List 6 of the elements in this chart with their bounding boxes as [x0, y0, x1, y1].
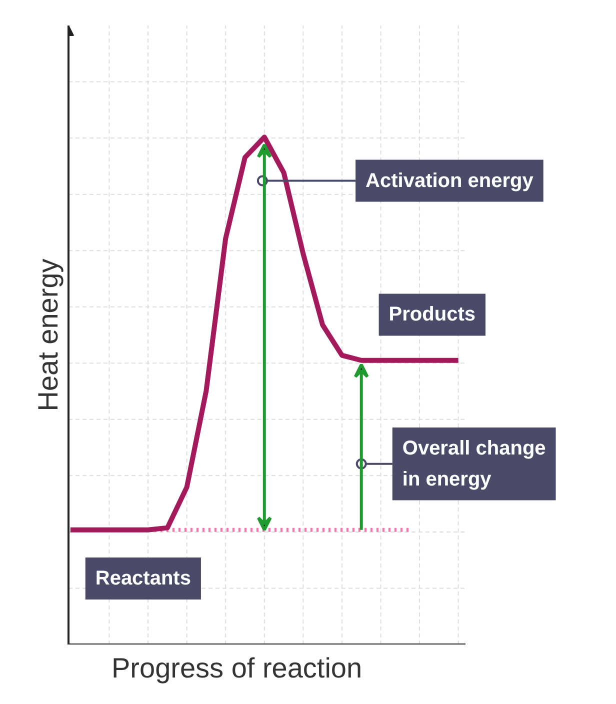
- annotation: Products: [388, 304, 476, 326]
- annotation: Activation energy: [366, 170, 534, 192]
- y-axis-title: Heat energy: [32, 258, 64, 412]
- x-axis-title: Progress of reaction: [112, 652, 362, 684]
- annotation: Overall change in energy: [402, 437, 546, 490]
- annotation: Reactants: [95, 568, 191, 590]
